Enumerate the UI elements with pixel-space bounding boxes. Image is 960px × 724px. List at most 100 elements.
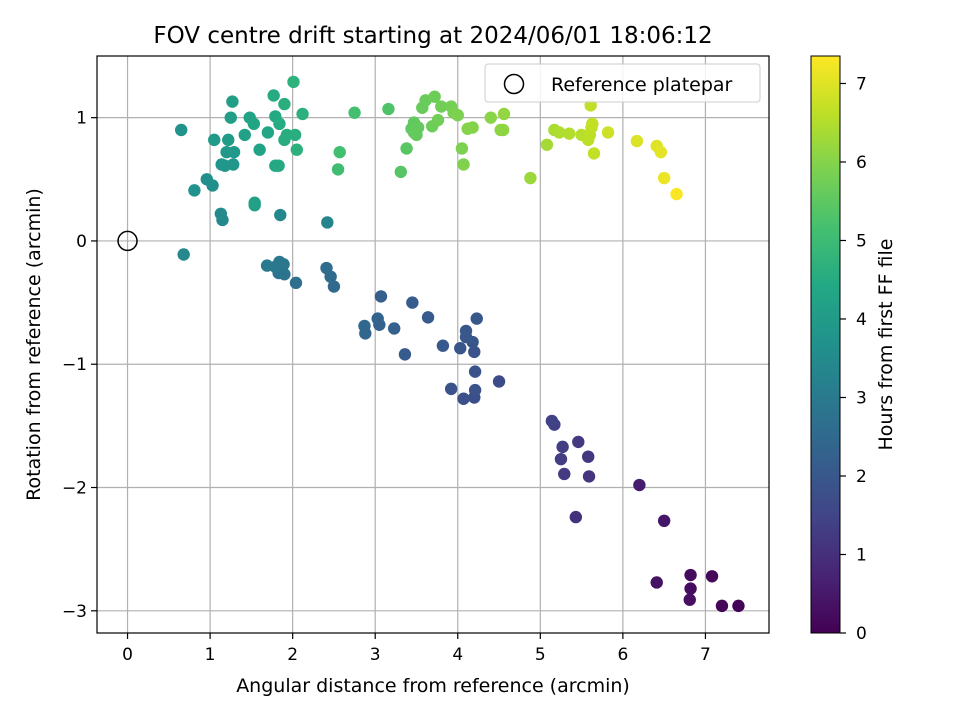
x-axis-ticks: 0 1 2 3 4 5 6 7 <box>122 633 711 665</box>
y-tick-label: −3 <box>62 602 87 622</box>
data-point <box>484 111 497 124</box>
data-point <box>468 383 482 397</box>
data-point <box>556 440 569 454</box>
data-point <box>657 514 671 528</box>
data-point <box>214 207 228 221</box>
data-point <box>553 126 566 139</box>
data-point <box>601 126 615 139</box>
data-point <box>358 319 371 333</box>
data-point <box>545 414 559 428</box>
data-point <box>327 280 341 293</box>
colorbar: 0 1 2 3 4 5 6 7 Hours from first FF file <box>810 55 897 644</box>
data-point <box>290 143 303 156</box>
data-point <box>226 95 239 108</box>
data-point <box>348 106 361 119</box>
data-point <box>470 312 483 325</box>
colorbar-ticks: 0 1 2 3 4 5 6 7 <box>840 74 867 644</box>
data-point <box>288 128 302 142</box>
data-point <box>497 107 511 121</box>
x-tick-label: 7 <box>700 645 711 665</box>
data-point <box>684 568 697 582</box>
data-point <box>670 187 683 201</box>
data-point <box>431 113 445 127</box>
x-tick-label: 6 <box>617 645 628 665</box>
data-point <box>227 145 241 159</box>
x-tick-label: 3 <box>370 645 381 665</box>
data-point <box>586 117 599 131</box>
data-point <box>260 259 274 272</box>
x-tick-label: 5 <box>535 645 546 665</box>
data-point <box>188 184 201 197</box>
data-point <box>371 312 384 325</box>
data-point <box>715 599 729 613</box>
data-point <box>436 339 450 352</box>
data-point <box>554 452 568 466</box>
data-point <box>267 89 280 102</box>
y-tick-label: −1 <box>62 355 87 375</box>
data-point <box>248 196 261 209</box>
data-point <box>451 108 464 122</box>
data-point <box>468 365 482 378</box>
colorbar-tick-label: 2 <box>856 467 867 487</box>
x-axis-label: Angular distance from reference (arcmin) <box>236 675 630 697</box>
legend-entry-label: Reference platepar <box>551 74 733 96</box>
data-point <box>457 158 470 171</box>
data-point <box>435 100 448 113</box>
data-point <box>468 345 481 359</box>
data-point <box>444 382 458 396</box>
data-point <box>466 121 479 134</box>
data-point <box>177 248 190 261</box>
data-point <box>459 324 473 338</box>
data-point <box>333 145 346 159</box>
data-point <box>224 111 237 124</box>
data-point <box>200 173 213 186</box>
data-point <box>492 375 506 388</box>
data-point <box>587 147 601 160</box>
data-point <box>582 470 596 483</box>
data-point <box>175 123 188 137</box>
data-point <box>261 126 275 139</box>
data-point <box>572 435 585 449</box>
data-point <box>289 276 303 290</box>
y-tick-label: 1 <box>76 109 87 129</box>
data-point <box>705 570 719 583</box>
data-point <box>524 171 537 185</box>
data-point <box>683 593 696 606</box>
data-point <box>563 127 576 140</box>
data-point <box>278 268 291 281</box>
colorbar-tick-label: 0 <box>856 624 867 644</box>
legend-marker-icon <box>503 73 525 95</box>
data-point <box>227 158 240 171</box>
data-point <box>387 322 401 335</box>
data-point <box>455 142 469 155</box>
x-tick-label: 0 <box>122 645 133 665</box>
colorbar-tick-label: 5 <box>856 231 867 251</box>
data-point <box>274 208 287 222</box>
data-point <box>247 117 261 131</box>
colorbar-tick-label: 6 <box>856 153 867 173</box>
data-point <box>633 478 646 492</box>
y-axis-ticks: −3 −2 −1 0 1 <box>62 109 97 622</box>
data-point <box>331 163 345 176</box>
colorbar-tick-label: 4 <box>856 310 867 330</box>
colorbar-tick-label: 1 <box>856 545 867 565</box>
data-point <box>406 296 419 309</box>
data-point <box>421 311 435 324</box>
legend-box <box>484 63 761 103</box>
data-point <box>374 290 388 303</box>
data-point <box>428 90 441 103</box>
x-tick-label: 4 <box>452 645 463 665</box>
data-point <box>278 97 291 111</box>
data-point <box>287 75 300 89</box>
data-point <box>454 341 467 355</box>
data-point <box>582 450 595 463</box>
colorbar-label: Hours from first FF file <box>875 239 897 451</box>
data-point <box>253 143 266 156</box>
colorbar-gradient <box>810 55 841 634</box>
data-point <box>208 133 221 147</box>
data-point <box>382 102 395 116</box>
y-tick-label: −2 <box>62 479 87 499</box>
data-point <box>457 392 470 405</box>
